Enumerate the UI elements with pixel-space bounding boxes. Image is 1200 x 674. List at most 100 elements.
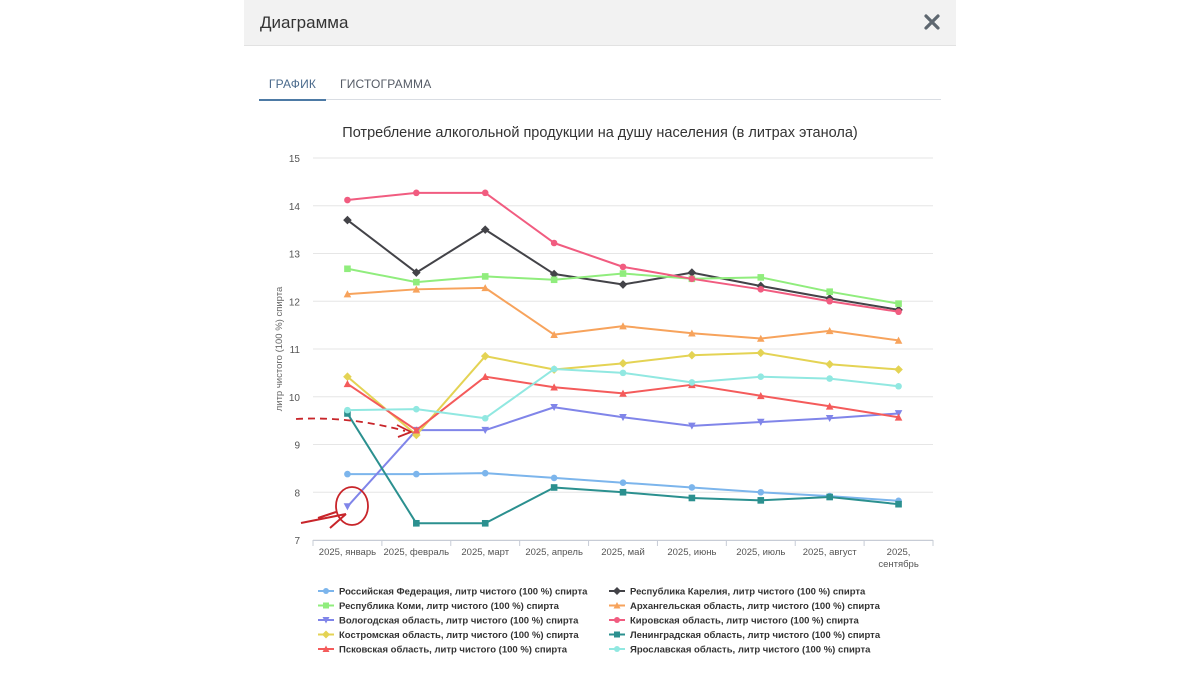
data-point bbox=[481, 189, 489, 197]
legend-marker bbox=[614, 617, 620, 623]
annotation-circle bbox=[335, 486, 369, 526]
legend-marker bbox=[613, 602, 621, 609]
legend-item: Ярославская область, литр чистого (100 %… bbox=[609, 645, 871, 656]
close-button[interactable] bbox=[920, 10, 944, 34]
data-point bbox=[481, 372, 490, 380]
data-point bbox=[343, 290, 352, 298]
data-point bbox=[344, 196, 351, 204]
data-point bbox=[688, 329, 696, 337]
legend-label: Российская Федерация, литр чистого (100 … bbox=[339, 587, 588, 598]
x-tick-label: 2025, апрель bbox=[525, 547, 583, 558]
legend-item: Вологодская область, литр чистого (100 %… bbox=[318, 616, 579, 627]
y-tick-label: 13 bbox=[289, 250, 301, 261]
data-point bbox=[894, 413, 903, 421]
data-point bbox=[756, 348, 766, 358]
series-7 bbox=[343, 348, 903, 440]
data-point bbox=[895, 500, 902, 508]
data-point bbox=[826, 288, 833, 295]
data-point bbox=[550, 484, 558, 491]
y-axis-label: литр чистого (100 %) спирта bbox=[274, 286, 285, 411]
data-point bbox=[688, 494, 696, 502]
data-point bbox=[619, 488, 627, 496]
data-point bbox=[619, 322, 627, 330]
legend-item: Республика Коми, литр чистого (100 %) сп… bbox=[318, 601, 560, 612]
data-point bbox=[344, 470, 351, 478]
data-point bbox=[413, 278, 420, 286]
x-tick-label: 2025, май bbox=[601, 547, 645, 558]
data-point bbox=[756, 391, 765, 400]
legend-marker bbox=[322, 617, 330, 624]
series-8 bbox=[344, 410, 902, 527]
chart-view-tabs: ГРАФИК ГИСТОГРАММА bbox=[259, 68, 941, 101]
legend-item: Российская Федерация, литр чистого (100 … bbox=[318, 587, 588, 598]
data-point bbox=[412, 430, 421, 440]
data-point bbox=[343, 372, 352, 381]
data-point bbox=[895, 300, 902, 307]
tab-graph[interactable]: ГРАФИК bbox=[259, 68, 326, 101]
data-point bbox=[825, 327, 834, 335]
data-point bbox=[756, 334, 765, 342]
data-point bbox=[619, 413, 627, 422]
data-point bbox=[481, 284, 490, 292]
legend-label: Ленинградская область, литр чистого (100… bbox=[630, 630, 881, 641]
data-point bbox=[687, 350, 697, 360]
data-point bbox=[757, 373, 765, 380]
data-point bbox=[619, 270, 627, 277]
legend-label: Кировская область, литр чистого (100 %) … bbox=[630, 616, 859, 627]
legend-marker bbox=[323, 588, 329, 594]
data-point bbox=[344, 410, 351, 417]
series-1 bbox=[344, 469, 902, 505]
legend-label: Архангельская область, литр чистого (100… bbox=[630, 601, 881, 612]
data-point bbox=[481, 414, 489, 422]
x-tick-label: 2025, август bbox=[803, 547, 858, 558]
data-point bbox=[825, 359, 834, 369]
data-point bbox=[480, 351, 490, 361]
data-point bbox=[413, 405, 420, 413]
data-point bbox=[550, 276, 558, 284]
annotation-arrow-head bbox=[396, 424, 414, 438]
data-point bbox=[688, 484, 696, 491]
data-point bbox=[895, 382, 902, 390]
data-point bbox=[756, 418, 765, 426]
data-point bbox=[550, 365, 558, 373]
data-point bbox=[757, 488, 765, 496]
legend-label: Вологодская область, литр чистого (100 %… bbox=[339, 616, 579, 627]
data-point bbox=[687, 268, 697, 277]
legend-item: Кировская область, литр чистого (100 %) … bbox=[609, 616, 859, 627]
data-point bbox=[757, 274, 765, 281]
data-point bbox=[550, 403, 558, 412]
data-point bbox=[550, 383, 558, 391]
data-point bbox=[550, 239, 558, 247]
data-point bbox=[481, 273, 489, 280]
x-tick-label: 2025, январь bbox=[319, 547, 376, 558]
y-tick-label: 9 bbox=[294, 441, 300, 452]
data-point bbox=[481, 469, 489, 477]
data-point bbox=[344, 406, 351, 414]
x-tick-label: 2025, март bbox=[461, 547, 509, 558]
data-point bbox=[481, 519, 489, 527]
data-point bbox=[688, 379, 696, 386]
tab-histogram[interactable]: ГИСТОГРАММА bbox=[340, 77, 432, 91]
data-point bbox=[619, 389, 627, 397]
data-point bbox=[619, 369, 627, 377]
y-tick-label: 14 bbox=[289, 202, 301, 213]
data-point bbox=[894, 336, 903, 344]
legend-item: Ленинградская область, литр чистого (100… bbox=[609, 630, 881, 641]
x-tick-label: сентябрь bbox=[878, 559, 918, 570]
legend-marker bbox=[322, 645, 330, 652]
data-point bbox=[550, 474, 558, 482]
x-tick-label: 2025, февраль bbox=[384, 547, 450, 558]
legend-label: Республика Карелия, литр чистого (100 %)… bbox=[630, 587, 866, 598]
legend-label: Ярославская область, литр чистого (100 %… bbox=[630, 645, 871, 656]
data-point bbox=[412, 285, 421, 293]
y-tick-label: 7 bbox=[294, 536, 300, 547]
data-point bbox=[619, 263, 627, 271]
series-9 bbox=[343, 372, 903, 434]
annotation-pointer-arrow bbox=[300, 511, 347, 529]
legend-item: Республика Карелия, литр чистого (100 %)… bbox=[609, 587, 866, 598]
data-point bbox=[826, 297, 833, 305]
series-6 bbox=[344, 189, 902, 316]
legend-marker bbox=[613, 587, 621, 595]
data-point bbox=[549, 269, 559, 279]
y-tick-label: 12 bbox=[289, 297, 301, 308]
